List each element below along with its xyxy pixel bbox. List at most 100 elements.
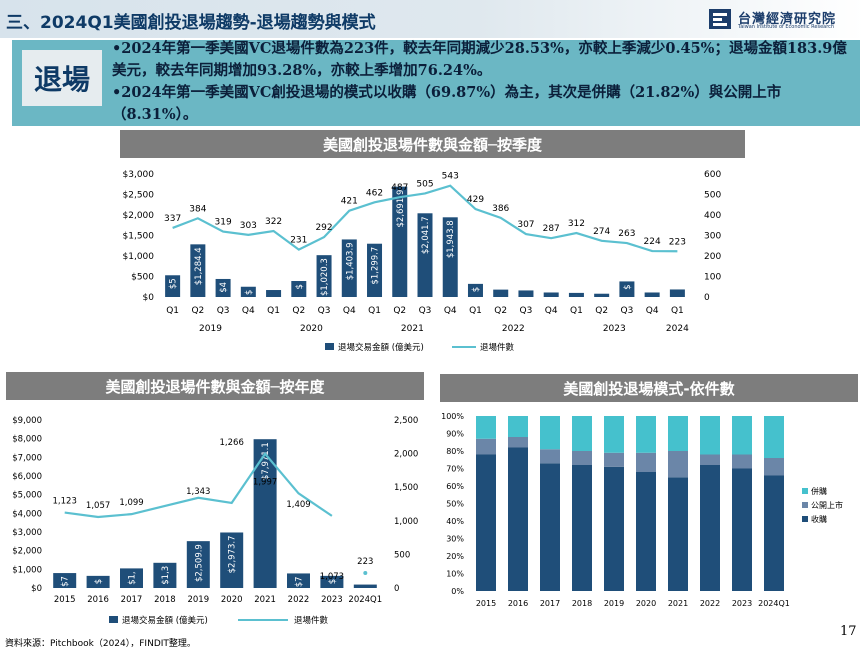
bar xyxy=(341,239,357,297)
x-tick-label: Q1 xyxy=(166,306,179,316)
y-tick-label: 70% xyxy=(446,465,464,474)
point-label: 429 xyxy=(467,195,484,205)
legend-label: 收購 xyxy=(811,514,827,524)
x-tick-label: 2024Q1 xyxy=(758,599,790,608)
slide-title: 三、2024Q1美國創投退場趨勢-退場趨勢與模式 xyxy=(6,13,376,33)
bar xyxy=(287,573,310,588)
x-tick-label: 2016 xyxy=(508,599,528,608)
bar-value-label: $1,943.8 xyxy=(446,220,456,258)
y-right-tick-label: 500 xyxy=(704,191,721,201)
x-tick-label: Q4 xyxy=(646,306,659,316)
y-right-tick-label: 400 xyxy=(704,211,721,221)
x-tick-label: Q2 xyxy=(595,306,608,316)
bar xyxy=(86,575,110,588)
point-label: 1,057 xyxy=(86,501,110,511)
bar-value-label: $1,299.7 xyxy=(371,247,381,285)
bar xyxy=(417,213,433,297)
stack-segment xyxy=(572,416,592,451)
x-tick-label: 2019 xyxy=(187,595,209,605)
bar-value-label: $1,3 xyxy=(161,566,171,585)
y-right-tick-label: 200 xyxy=(704,252,721,262)
y-right-tick-label: 0 xyxy=(394,584,399,594)
point-label: 319 xyxy=(215,218,232,228)
y-right-tick-label: 500 xyxy=(394,550,410,560)
bar-value-label: $7 xyxy=(295,576,305,587)
y-tick-label: 20% xyxy=(446,552,464,561)
tier-logo-icon xyxy=(709,9,731,29)
bar-value-label: $5 xyxy=(169,278,179,289)
x-tick-label: 2023 xyxy=(321,595,343,605)
x-tick-label: 2020 xyxy=(636,599,656,608)
stack-segment xyxy=(476,416,496,439)
stack-segment xyxy=(572,465,592,591)
chart2-title: 美國創投退場件數與金額─按年度 xyxy=(6,372,424,400)
stack-segment xyxy=(540,463,560,591)
legend-swatch-amount xyxy=(109,616,118,623)
x-tick-label: Q3 xyxy=(217,306,230,316)
stack-segment xyxy=(764,416,784,458)
stack-segment xyxy=(636,416,656,453)
point-label: 307 xyxy=(517,220,534,230)
legend-label: 退場交易金額 (億美元) xyxy=(122,615,208,626)
point-label: 1,997 xyxy=(253,477,277,487)
bar xyxy=(266,290,282,297)
stack-segment xyxy=(476,438,496,455)
quarterly-exits-chart: $0 $500 $1,000 $1,500 $2,000 $2,500 $3,000 0 100… xyxy=(123,170,722,353)
stack-segment xyxy=(636,452,656,472)
stack-segment xyxy=(604,452,624,467)
x-tick-label: Q4 xyxy=(242,306,255,316)
y-tick-label: 80% xyxy=(446,447,464,456)
point-label: 223 xyxy=(357,557,373,567)
x-tick-label: Q4 xyxy=(343,306,356,316)
legend-label: 併購 xyxy=(811,486,827,496)
count-line xyxy=(172,184,678,253)
year-label: 2020 xyxy=(300,324,323,334)
y-left-tick-label: $0 xyxy=(31,584,42,594)
stack-segment xyxy=(508,437,528,448)
x-tick-label: 2016 xyxy=(87,595,109,605)
legend-swatch-amount xyxy=(325,343,334,350)
header-bar: 三、2024Q1美國創投退場趨勢-退場趨勢與模式 台灣經濟研究院 Taiwan … xyxy=(0,0,865,38)
bar xyxy=(291,281,307,297)
y-left-tick-label: $1,500 xyxy=(123,232,155,242)
x-tick-label: Q1 xyxy=(368,306,381,316)
bar xyxy=(353,584,377,588)
y-left-tick-label: $6,000 xyxy=(12,472,42,482)
x-tick-label: Q3 xyxy=(620,306,633,316)
bar-value-label: $2,973.7 xyxy=(228,535,238,573)
y-right-tick-label: 2,000 xyxy=(394,450,418,460)
section-tag: 退場 xyxy=(22,50,102,106)
x-tick-label: Q1 xyxy=(671,306,684,316)
point-label: 384 xyxy=(189,204,206,214)
bar xyxy=(220,532,244,588)
point-label: 1,123 xyxy=(53,497,77,507)
point-label: 224 xyxy=(644,237,661,247)
point-label: 303 xyxy=(240,221,257,231)
y-right-tick-label: 300 xyxy=(704,232,721,242)
point-label: 1,073 xyxy=(320,572,344,582)
y-tick-label: 0% xyxy=(451,587,464,596)
legend-swatch xyxy=(802,488,808,494)
bar-value-label: $ xyxy=(623,284,633,289)
bar xyxy=(240,286,256,297)
stack-segment xyxy=(604,466,624,591)
x-tick-label: Q2 xyxy=(292,306,305,316)
bar xyxy=(594,293,610,297)
stack-segment xyxy=(668,477,688,591)
point-label: 1,099 xyxy=(119,498,143,508)
point-label: 386 xyxy=(492,204,509,214)
bar-value-label: $7,971.1 xyxy=(261,442,271,480)
bar-value-label: $ xyxy=(244,290,254,295)
y-right-tick-label: 1,000 xyxy=(394,517,418,527)
y-right-tick-label: 1,500 xyxy=(394,483,418,493)
year-label: 2022 xyxy=(502,324,525,334)
stack-segment xyxy=(572,451,592,465)
bar-value-label: $ xyxy=(328,579,338,584)
stack-segment xyxy=(764,475,784,591)
count-point xyxy=(363,571,368,576)
y-right-tick-label: 0 xyxy=(704,293,710,303)
bar xyxy=(320,575,344,588)
stack-segment xyxy=(732,468,752,591)
bar-value-label: $1,284.4 xyxy=(194,247,204,285)
y-left-tick-label: $4,000 xyxy=(12,509,42,519)
